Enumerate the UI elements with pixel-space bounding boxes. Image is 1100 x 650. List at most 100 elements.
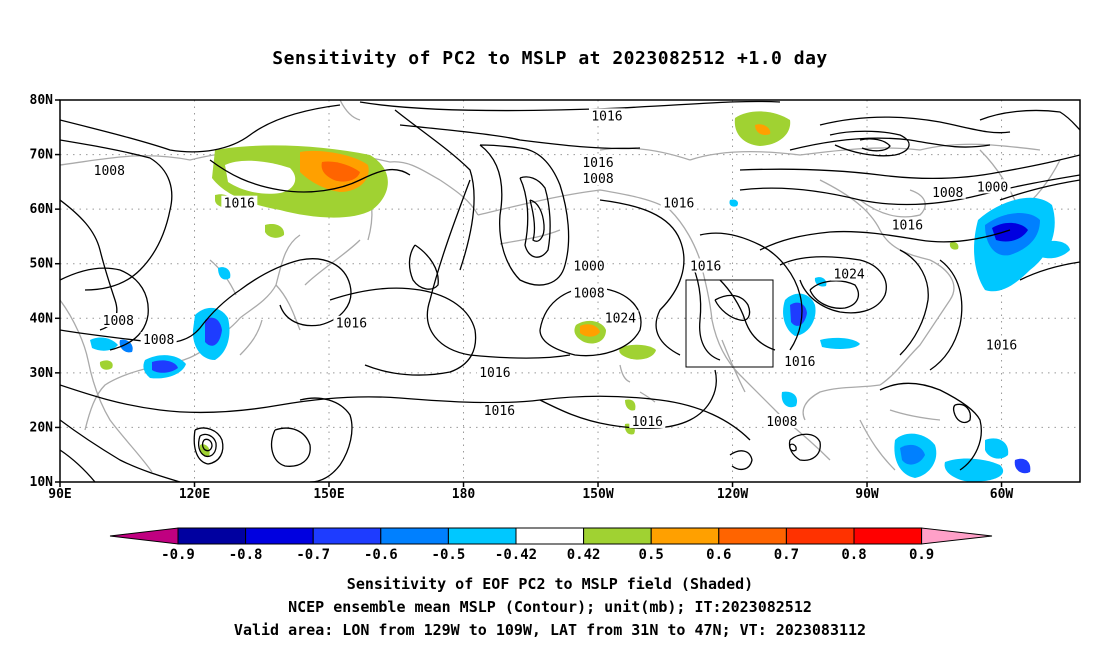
contour-label: 1016 xyxy=(224,197,255,212)
coastlines xyxy=(60,100,1061,473)
contour-label: 1016 xyxy=(690,259,721,274)
colorbar-label: -0.6 xyxy=(364,547,398,563)
contour-label-bg xyxy=(100,313,137,328)
lon-tick-label: 120E xyxy=(179,487,210,502)
lat-tick-label: 50N xyxy=(30,257,54,272)
colorbar-swatch xyxy=(447,527,517,545)
colorbar-label: 0.8 xyxy=(841,547,866,563)
contour-label-bg xyxy=(974,179,1011,194)
lon-tick-label: 60W xyxy=(990,487,1014,502)
colorbar-swatch xyxy=(515,527,585,545)
lon-tick-label: 150E xyxy=(313,487,344,502)
contour-label: 1016 xyxy=(892,219,923,234)
contour-label: 1016 xyxy=(582,156,613,171)
colorbar-label: 0.7 xyxy=(774,547,799,563)
lon-tick-label: 90E xyxy=(48,487,71,502)
lon-tick-label: 90W xyxy=(855,487,879,502)
colorbar-swatch xyxy=(177,527,247,545)
contour-label: 1024 xyxy=(833,268,864,283)
caption: Sensitivity of EOF PC2 to MSLP field (Sh… xyxy=(0,573,1100,642)
contour-label: 1016 xyxy=(986,339,1017,354)
colorbar: -0.9 -0.8 -0.7 -0.6 -0.5 -0.42 0.42 0.5 0.6 0.7 0.… xyxy=(109,527,993,563)
contour-label-bg xyxy=(571,285,608,300)
colorbar-swatch xyxy=(718,527,787,545)
contour-label: 1008 xyxy=(573,287,604,302)
contour-label-bg xyxy=(333,315,370,330)
colorbar-label: -0.7 xyxy=(296,547,330,563)
colorbar-label: 0.42 xyxy=(567,547,601,563)
contour-label-bg xyxy=(831,266,868,281)
contour-label-bg xyxy=(602,310,639,325)
contour-label: 1016 xyxy=(663,197,694,212)
colorbar-swatch xyxy=(853,527,923,545)
colorbar-label: -0.9 xyxy=(161,547,195,563)
contour-labels: 1016101610081016100810161000100810161016… xyxy=(91,108,1020,430)
contour-label-bg xyxy=(763,413,800,428)
colorbar-swatch xyxy=(650,527,720,545)
colorbar-swatch xyxy=(312,527,382,545)
colorbar-label: 0.9 xyxy=(909,547,934,563)
contour-label-bg xyxy=(571,258,608,273)
contour-label: 1008 xyxy=(143,333,174,348)
colorbar-swatch xyxy=(583,527,652,545)
latitude-axis: 80N 70N 60N 50N 40N 30N 20N 10N xyxy=(30,93,60,490)
contour-label-bg xyxy=(221,195,258,210)
lon-tick-label: 120W xyxy=(717,487,748,502)
caption-line-3: Valid area: LON from 129W to 109W, LAT f… xyxy=(233,621,867,639)
contour-label: 1008 xyxy=(766,415,797,430)
lat-tick-label: 60N xyxy=(30,202,54,217)
contour-label: 1024 xyxy=(605,311,636,326)
contour-label-bg xyxy=(660,195,697,210)
contour-label-bg xyxy=(91,162,128,177)
contour-label: 1016 xyxy=(632,415,663,430)
map-title: Sensitivity of PC2 to MSLP at 2023082512… xyxy=(272,48,828,69)
contour-label-bg xyxy=(481,403,518,418)
caption-line-1: Sensitivity of EOF PC2 to MSLP field (Sh… xyxy=(346,575,754,593)
contour-label-bg xyxy=(476,364,513,379)
colorbar-label: -0.42 xyxy=(495,547,537,563)
colorbar-underflow xyxy=(109,527,179,545)
contour-label: 1008 xyxy=(582,172,613,187)
contour-label: 1016 xyxy=(336,317,367,332)
lat-tick-label: 30N xyxy=(30,366,54,381)
contour-label: 1008 xyxy=(94,164,125,179)
contour-label: 1016 xyxy=(484,404,515,419)
contour-label-bg xyxy=(687,258,724,273)
contour-label-bg xyxy=(781,353,818,368)
longitude-axis: 90E 120E 150E 180 150W 120W 90W 60W xyxy=(48,482,1013,502)
contour-label-bg xyxy=(580,154,617,169)
contour-label: 1000 xyxy=(573,259,604,274)
contour-label-bg xyxy=(983,337,1020,352)
colorbar-overflow xyxy=(921,527,993,545)
valid-area-box xyxy=(685,279,774,368)
contour-label: 1008 xyxy=(103,314,134,329)
colorbar-label: 0.5 xyxy=(639,547,664,563)
colorbar-swatch xyxy=(380,527,449,545)
contour-label: 1016 xyxy=(784,355,815,370)
lat-tick-label: 80N xyxy=(30,93,54,108)
lat-tick-label: 20N xyxy=(30,420,54,435)
map-frame xyxy=(59,99,1081,483)
colorbar-label: -0.8 xyxy=(229,547,263,563)
contour-label: 1008 xyxy=(932,186,963,201)
contour-label-bg xyxy=(929,184,966,199)
mslp-contours xyxy=(60,100,1080,482)
colorbar-label: 0.6 xyxy=(706,547,731,563)
caption-line-2: NCEP ensemble mean MSLP (Contour); unit(… xyxy=(288,598,812,616)
contour-label-bg xyxy=(580,171,617,186)
contour-label-bg xyxy=(889,217,926,232)
lat-tick-label: 70N xyxy=(30,148,54,163)
colorbar-label: -0.5 xyxy=(432,547,466,563)
lon-tick-label: 180 xyxy=(452,487,476,502)
contour-label-bg xyxy=(629,413,666,428)
contour-label-bg xyxy=(140,332,177,347)
lat-tick-label: 40N xyxy=(30,311,54,326)
colorbar-swatch xyxy=(245,527,314,545)
contour-label: 1016 xyxy=(591,109,622,124)
contour-label: 1000 xyxy=(977,180,1008,195)
contour-label: 1016 xyxy=(479,366,510,381)
lat-tick-label: 10N xyxy=(30,475,54,490)
contour-label-bg xyxy=(588,108,625,123)
lon-tick-label: 150W xyxy=(582,487,613,502)
